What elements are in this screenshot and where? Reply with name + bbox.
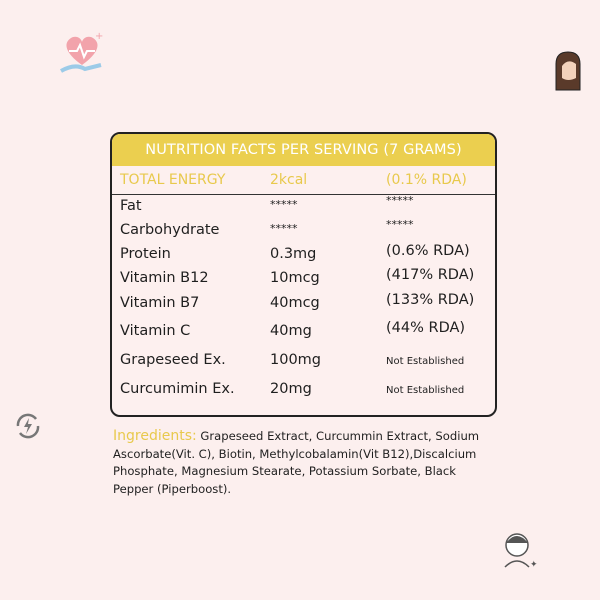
nutrient-name: Vitamin C bbox=[120, 323, 191, 339]
nutrient-name: Fat bbox=[120, 198, 142, 214]
ingredients-list: Grapeseed Extract, Curcummin Extract, So… bbox=[113, 429, 480, 496]
woman-hair-icon bbox=[555, 51, 581, 91]
table-row: Vitamin B12 10mcg (417% RDA) bbox=[112, 267, 495, 292]
nutrient-rda: (133% RDA) bbox=[386, 292, 475, 308]
table-row: Fat ***** ***** bbox=[112, 194, 495, 220]
nutrient-name: Protein bbox=[120, 246, 171, 262]
nutrient-amount: 20mg bbox=[270, 381, 312, 397]
nutrient-rda: (0.6% RDA) bbox=[386, 243, 470, 259]
table-row: Protein 0.3mg (0.6% RDA) bbox=[112, 243, 495, 268]
nutrient-amount: 40mg bbox=[270, 323, 312, 339]
ingredients-label: Ingredients: bbox=[113, 428, 197, 444]
table-row: Vitamin B7 40mcg (133% RDA) bbox=[112, 292, 495, 317]
nutrient-amount: ***** bbox=[270, 222, 298, 235]
energy-value: 2kcal bbox=[270, 172, 308, 188]
svg-text:✦: ✦ bbox=[530, 560, 538, 570]
svg-text:+: + bbox=[95, 31, 103, 42]
nutrient-amount: ***** bbox=[270, 198, 298, 211]
nutrient-rda: ***** bbox=[386, 218, 414, 231]
nutrient-name: Grapeseed Ex. bbox=[120, 352, 226, 368]
nutrition-facts-table: NUTRITION FACTS PER SERVING (7 GRAMS) TO… bbox=[110, 132, 497, 417]
ingredients-text: Ingredients: Grapeseed Extract, Curcummi… bbox=[113, 428, 493, 498]
energy-rda: (0.1% RDA) bbox=[386, 172, 467, 188]
face-care-icon: ✦ bbox=[504, 533, 538, 570]
total-energy-row: TOTAL ENERGY 2kcal (0.1% RDA) bbox=[112, 166, 495, 195]
energy-recycle-icon bbox=[16, 413, 40, 439]
nutrient-rda: Not Established bbox=[386, 385, 465, 396]
table-row: Vitamin C 40mg (44% RDA) bbox=[112, 320, 495, 345]
nutrient-name: Vitamin B7 bbox=[120, 295, 200, 311]
nutrient-rda: ***** bbox=[386, 194, 414, 207]
nutrient-name: Carbohydrate bbox=[120, 222, 220, 238]
table-title: NUTRITION FACTS PER SERVING (7 GRAMS) bbox=[112, 134, 495, 166]
table-row: Grapeseed Ex. 100mg Not Established bbox=[112, 352, 495, 374]
nutrient-rda: Not Established bbox=[386, 356, 465, 367]
nutrient-rda: (44% RDA) bbox=[386, 320, 466, 336]
nutrient-amount: 40mcg bbox=[270, 295, 320, 311]
energy-label: TOTAL ENERGY bbox=[120, 172, 226, 188]
table-row: Curcumimin Ex. 20mg Not Established bbox=[112, 381, 495, 403]
nutrient-name: Vitamin B12 bbox=[120, 270, 209, 286]
nutrient-amount: 100mg bbox=[270, 352, 322, 368]
heart-hand-icon: + bbox=[60, 31, 103, 73]
nutrient-name: Curcumimin Ex. bbox=[120, 381, 235, 397]
nutrient-amount: 10mcg bbox=[270, 270, 320, 286]
nutrient-amount: 0.3mg bbox=[270, 246, 317, 262]
nutrient-rda: (417% RDA) bbox=[386, 267, 475, 283]
table-row: Carbohydrate ***** ***** bbox=[112, 218, 495, 244]
